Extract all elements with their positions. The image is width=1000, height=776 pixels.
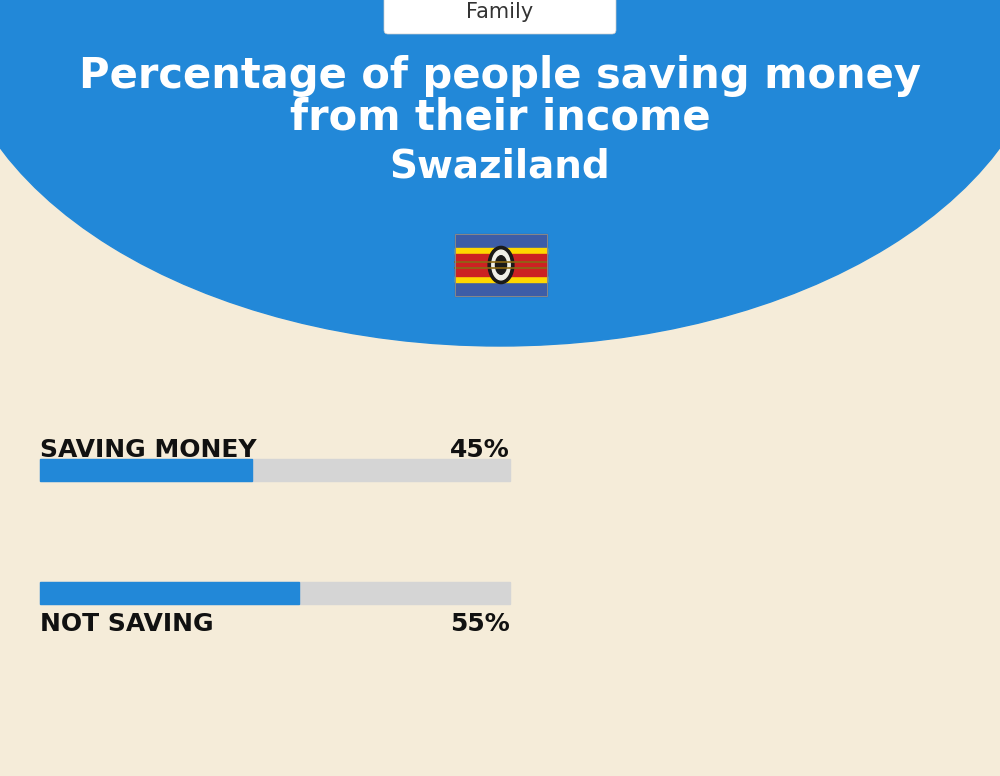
- Bar: [455, 254, 547, 276]
- Bar: [40, 582, 298, 604]
- Text: SAVING MONEY: SAVING MONEY: [40, 438, 257, 462]
- Text: Swaziland: Swaziland: [390, 147, 610, 185]
- Bar: [40, 459, 252, 481]
- Text: Percentage of people saving money: Percentage of people saving money: [79, 55, 921, 97]
- Ellipse shape: [495, 256, 507, 274]
- Ellipse shape: [0, 0, 1000, 346]
- Bar: [455, 248, 547, 254]
- Text: from their income: from their income: [290, 97, 710, 139]
- Bar: [40, 582, 510, 604]
- Text: NOT SAVING: NOT SAVING: [40, 612, 214, 636]
- FancyBboxPatch shape: [384, 0, 616, 34]
- Bar: [455, 234, 547, 296]
- Bar: [455, 276, 547, 282]
- Ellipse shape: [492, 250, 510, 280]
- Bar: [455, 282, 547, 296]
- Bar: [40, 459, 510, 481]
- Text: 55%: 55%: [450, 612, 510, 636]
- Text: 45%: 45%: [450, 438, 510, 462]
- Text: Family: Family: [466, 2, 534, 22]
- Bar: [455, 234, 547, 248]
- Ellipse shape: [488, 247, 514, 283]
